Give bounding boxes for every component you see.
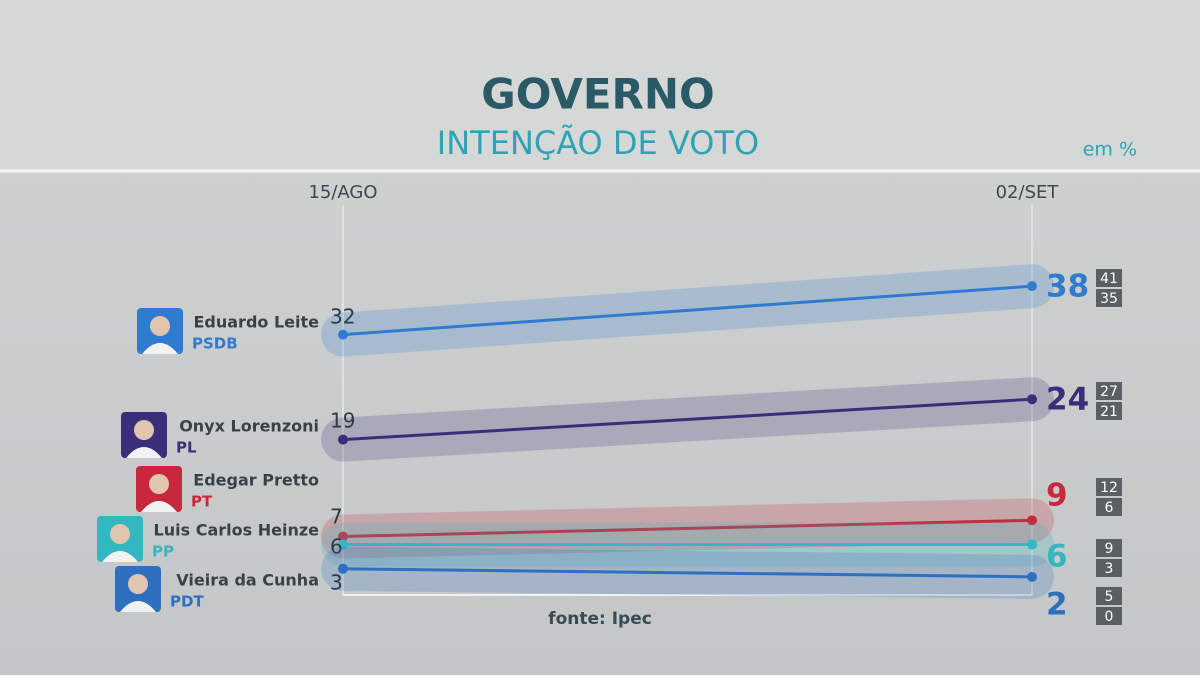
chart-subtitle: INTENÇÃO DE VOTO bbox=[437, 124, 759, 162]
margin-label: 35 bbox=[1100, 291, 1118, 307]
start-value-label: 7 bbox=[330, 505, 343, 529]
end-value-label: 24 bbox=[1046, 382, 1089, 418]
margin-box bbox=[1096, 478, 1122, 496]
candidate-party: PL bbox=[176, 439, 197, 457]
photo-body bbox=[142, 343, 178, 354]
margin-box bbox=[1096, 539, 1122, 557]
end-value-label: 38 bbox=[1046, 269, 1089, 305]
header-band bbox=[0, 0, 1200, 170]
start-value-label: 6 bbox=[330, 535, 343, 559]
point bbox=[1027, 539, 1037, 550]
candidate-party: PP bbox=[152, 543, 174, 561]
series-line bbox=[342, 397, 1033, 442]
photo-body bbox=[102, 551, 138, 562]
photo-body bbox=[141, 501, 177, 512]
point bbox=[1027, 515, 1037, 526]
point bbox=[338, 434, 348, 445]
end-value-label: 9 bbox=[1046, 478, 1068, 514]
end-value-label: 2 bbox=[1046, 587, 1068, 623]
photo-head bbox=[150, 316, 170, 336]
margin-label: 5 bbox=[1105, 589, 1114, 605]
point bbox=[1027, 394, 1037, 405]
candidate-party: PSDB bbox=[192, 335, 238, 353]
margin-box bbox=[1096, 587, 1122, 605]
photo-head bbox=[134, 420, 154, 440]
margin-label: 3 bbox=[1105, 561, 1114, 577]
series-line bbox=[342, 518, 1033, 538]
margin-label: 27 bbox=[1100, 384, 1118, 400]
candidate-name: Onyx Lorenzoni bbox=[179, 417, 319, 436]
candidate-party: PT bbox=[191, 493, 213, 511]
candidate-name: Vieira da Cunha bbox=[176, 571, 319, 590]
candidate-name: Edegar Pretto bbox=[193, 471, 319, 490]
point bbox=[338, 563, 348, 574]
candidate-name: Luis Carlos Heinze bbox=[154, 521, 320, 540]
margin-label: 21 bbox=[1100, 404, 1118, 420]
margin-box bbox=[1096, 402, 1122, 420]
candidate-party: PDT bbox=[170, 593, 204, 611]
margin-label: 12 bbox=[1100, 480, 1118, 496]
margin-box bbox=[1096, 269, 1122, 287]
margin-label: 41 bbox=[1100, 271, 1118, 287]
point bbox=[338, 539, 348, 550]
point bbox=[338, 531, 348, 542]
margin-label: 9 bbox=[1105, 541, 1114, 557]
point bbox=[1027, 281, 1037, 292]
series-line bbox=[342, 284, 1033, 337]
margin-box bbox=[1096, 607, 1122, 625]
start-value-label: 3 bbox=[330, 571, 343, 595]
margin-label: 6 bbox=[1105, 500, 1114, 516]
photo-body bbox=[120, 601, 156, 612]
margin-box bbox=[1096, 559, 1122, 577]
chart-title: GOVERNO bbox=[481, 70, 714, 119]
start-value-label: 32 bbox=[330, 305, 355, 329]
end-value-label: 6 bbox=[1046, 539, 1068, 575]
unit-note: em % bbox=[1083, 139, 1137, 161]
candidate-name: Eduardo Leite bbox=[193, 313, 319, 332]
series-line bbox=[342, 567, 1033, 579]
x-tick-label: 02/SET bbox=[996, 182, 1060, 203]
point bbox=[338, 329, 348, 340]
source: fonte: Ipec bbox=[548, 609, 652, 629]
point bbox=[1027, 571, 1037, 582]
margin-box bbox=[1096, 498, 1122, 516]
margin-box bbox=[1096, 289, 1122, 307]
margin-box bbox=[1096, 382, 1122, 400]
photo-head bbox=[149, 474, 169, 494]
photo-head bbox=[110, 524, 130, 544]
photo-body bbox=[126, 447, 162, 458]
photo-head bbox=[128, 574, 148, 594]
margin-label: 0 bbox=[1105, 609, 1114, 625]
start-value-label: 19 bbox=[330, 409, 355, 433]
x-tick-label: 15/AGO bbox=[308, 182, 377, 203]
